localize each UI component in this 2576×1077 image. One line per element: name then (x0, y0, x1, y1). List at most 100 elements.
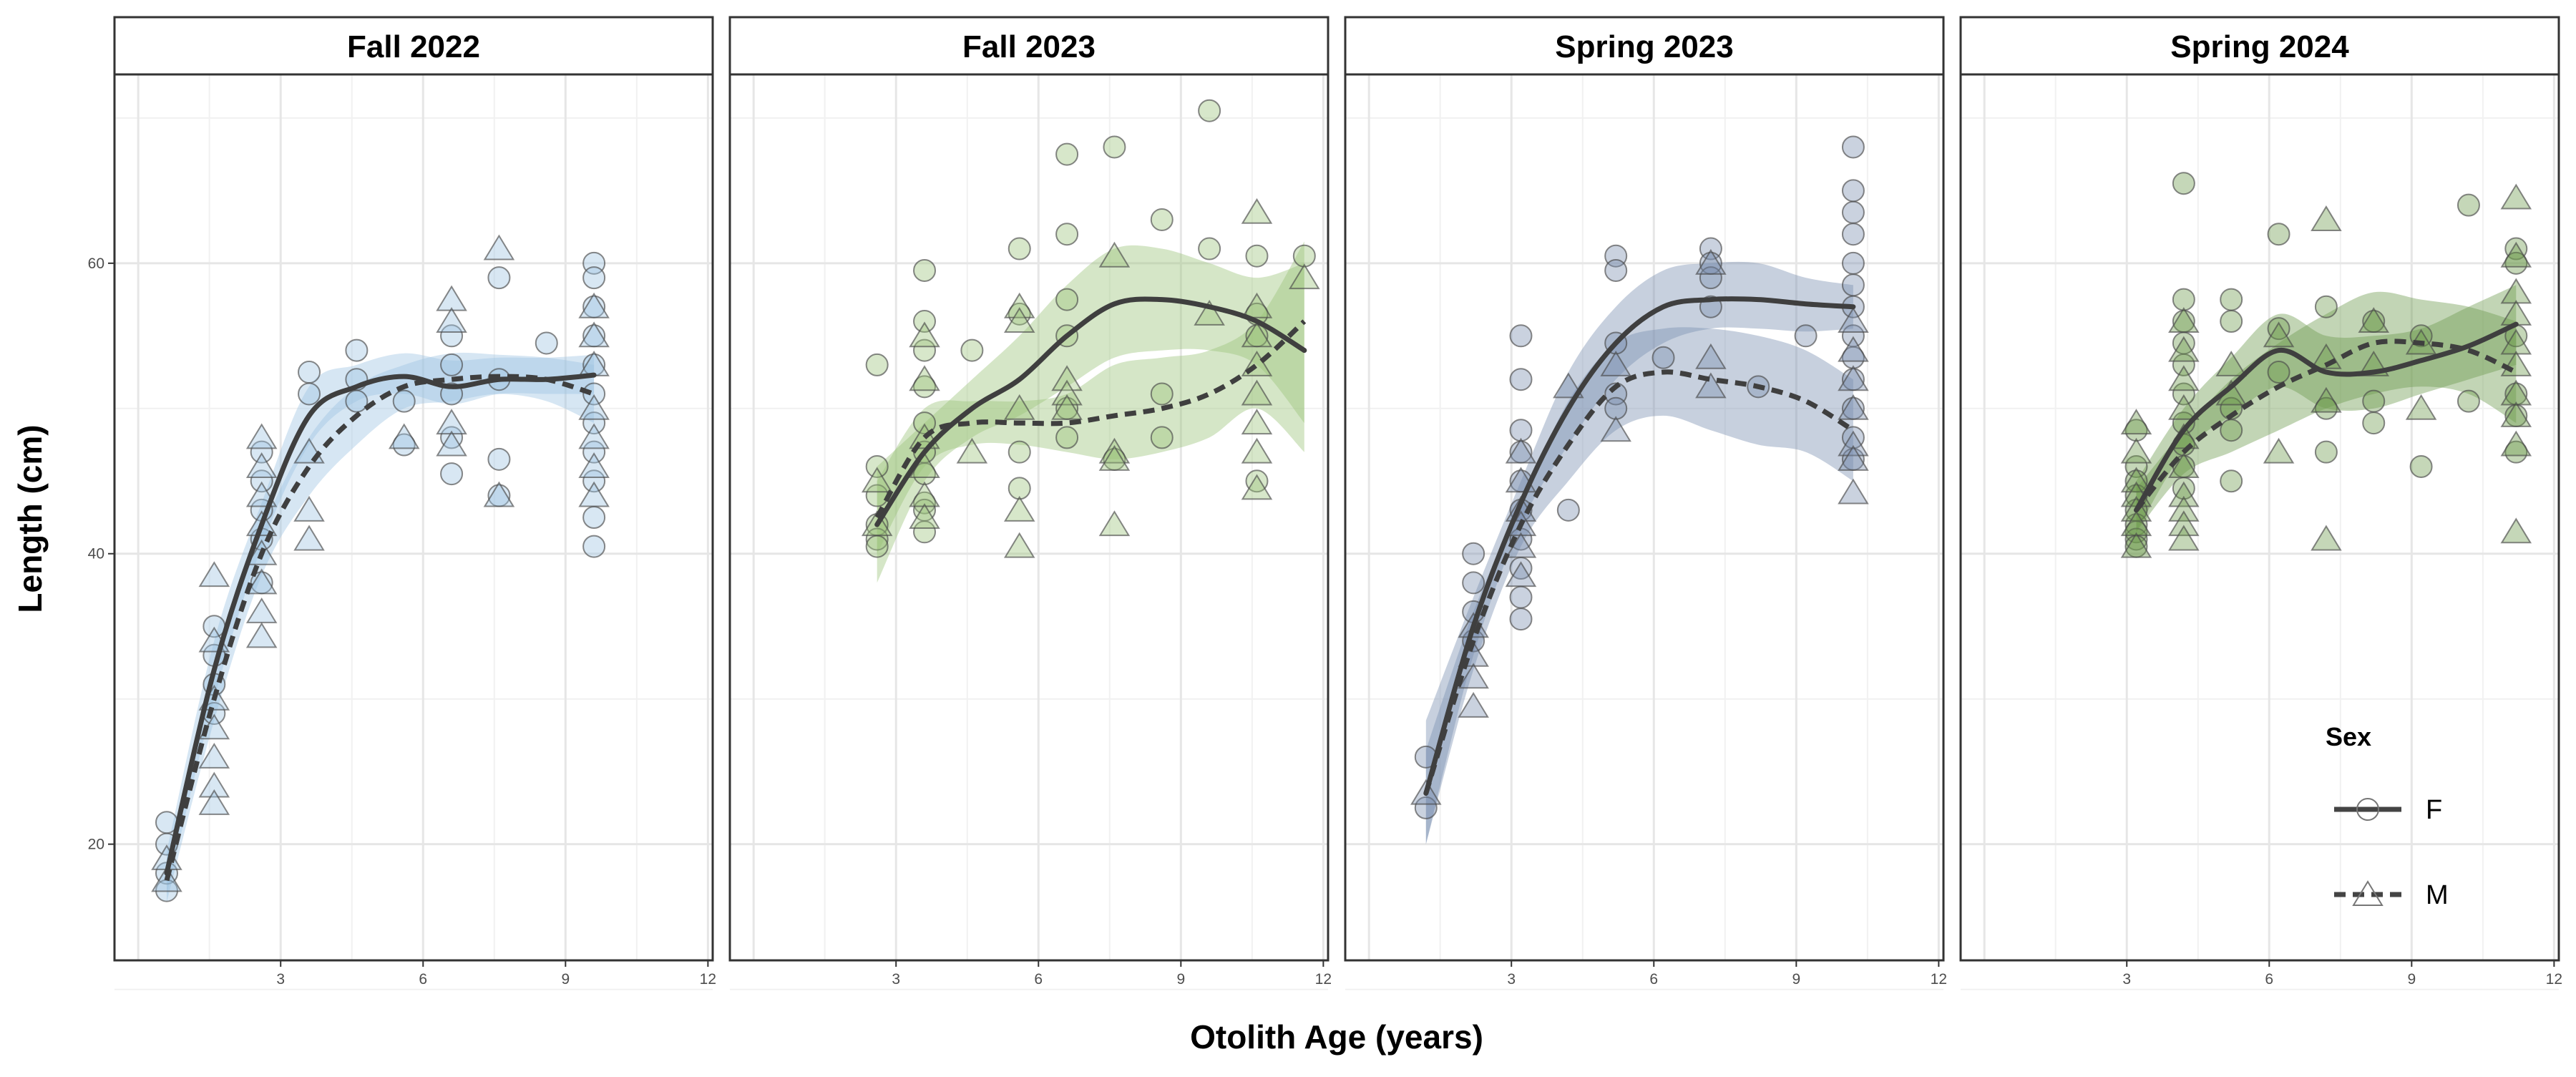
point-f (1150, 426, 1174, 449)
x-tick-label: 3 (276, 971, 285, 988)
x-tick-label: 3 (892, 971, 900, 988)
point-m (578, 452, 610, 478)
point-m (1505, 561, 1537, 588)
point-f (582, 266, 606, 290)
x-tick-label: 6 (1649, 971, 1658, 988)
point-f (1414, 796, 1438, 819)
point-f (913, 491, 937, 515)
x-tick-label: 6 (2265, 971, 2273, 988)
point-f (345, 338, 369, 362)
point-m (1695, 343, 1727, 369)
x-tick-label: 9 (561, 971, 570, 988)
point-m (245, 597, 278, 623)
point-m (1458, 663, 1489, 689)
point-f (582, 411, 606, 435)
point-m (2500, 241, 2532, 268)
point-f (913, 411, 937, 435)
x-tick-label: 12 (700, 971, 716, 988)
x-tick-label: 9 (2407, 971, 2416, 988)
point-f (1245, 244, 1269, 268)
point-f (2267, 317, 2290, 341)
point-m (1098, 444, 1131, 471)
point-m (2405, 394, 2437, 420)
point-f (1462, 571, 1485, 595)
point-f (1509, 608, 1533, 631)
point-m (1098, 241, 1131, 268)
point-f (2220, 288, 2243, 311)
point-f (1556, 498, 1580, 522)
point-m (909, 503, 940, 529)
point-m (1003, 307, 1035, 333)
point-m (1051, 365, 1083, 391)
point-f (298, 361, 321, 384)
point-m (483, 234, 515, 260)
point-f (1841, 135, 1865, 159)
point-f (913, 310, 937, 333)
point-m (436, 285, 467, 311)
x-tick-label: 12 (2546, 971, 2562, 988)
point-m (245, 423, 278, 449)
point-f (1841, 273, 1865, 297)
point-f (2172, 382, 2195, 406)
panel-1: Fall 2023 3 6 9 12 (728, 16, 1332, 990)
point-m (245, 452, 278, 478)
strip-title: Fall 2022 (347, 29, 480, 64)
point-m (1838, 478, 1869, 505)
x-tick-label: 12 (1315, 971, 1332, 988)
fit-line-m (874, 319, 1307, 519)
point-f (2267, 361, 2290, 384)
fit-line-f (874, 296, 1307, 527)
point-f (1008, 237, 1031, 260)
strip-background (1959, 16, 2560, 76)
point-m (2168, 394, 2200, 420)
x-tick-label: 12 (1931, 971, 1947, 988)
point-m (1838, 444, 1869, 471)
point-m (2500, 183, 2532, 210)
point-f (1292, 244, 1316, 268)
point-m (2215, 350, 2247, 376)
strip-title: Spring 2023 (1555, 29, 1733, 64)
x-axis-title: Otolith Age (years) (1190, 1018, 1483, 1056)
point-f (1245, 469, 1269, 493)
point-m (1241, 437, 1273, 464)
point-f (1103, 135, 1126, 159)
point-f (2220, 469, 2243, 493)
point-f (865, 454, 889, 478)
point-m (956, 437, 988, 464)
point-f (2362, 389, 2386, 413)
point-m (1838, 336, 1869, 362)
point-m (198, 771, 230, 798)
point-m (2500, 401, 2532, 427)
point-m (2500, 379, 2532, 406)
strip-background (1344, 16, 1945, 76)
point-m (1003, 495, 1035, 522)
point-m (909, 321, 940, 348)
point-f (2172, 353, 2195, 376)
point-m (2311, 386, 2342, 413)
point-f (1198, 99, 1221, 122)
panel-3: Spring 2024 3 6 9 12 (1959, 16, 2562, 990)
point-m (1241, 474, 1273, 500)
point-m (578, 321, 610, 348)
point-f (1841, 200, 1865, 224)
point-m (1838, 307, 1869, 333)
fit-line-f (164, 372, 597, 876)
x-tick-label: 9 (1176, 971, 1185, 988)
y-tick-label: 40 (88, 546, 104, 562)
point-f (2124, 527, 2148, 551)
panel-0: Fall 2022 3 6 9 12 20 40 60 (88, 16, 716, 990)
point-f (298, 382, 321, 406)
point-m (1194, 299, 1225, 326)
point-f (1008, 440, 1031, 464)
point-f (1008, 477, 1031, 500)
point-m (2500, 328, 2532, 355)
point-f (865, 535, 889, 558)
point-f (2172, 172, 2195, 195)
point-m (198, 742, 230, 769)
x-tick-label: 6 (419, 971, 427, 988)
point-m (2120, 532, 2152, 558)
point-m (245, 622, 278, 648)
point-f (2457, 389, 2480, 413)
point-m (2168, 365, 2200, 391)
legend-key-m-triangle-icon (2352, 880, 2384, 906)
